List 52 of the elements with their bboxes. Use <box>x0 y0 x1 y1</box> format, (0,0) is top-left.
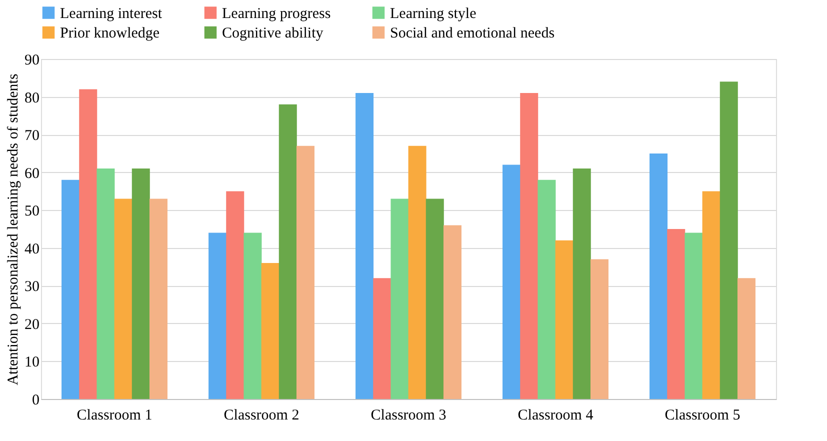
bar <box>443 225 462 399</box>
y-tick-label: 50 <box>24 204 40 220</box>
legend-label: Social and emotional needs <box>390 26 555 42</box>
bar <box>373 278 392 399</box>
legend-label: Learning interest <box>60 6 163 22</box>
y-tick-label: 10 <box>24 354 40 371</box>
y-tick-label: 60 <box>24 166 40 182</box>
y-tick-label: 70 <box>24 128 40 144</box>
bar <box>114 198 132 399</box>
bar <box>296 146 314 399</box>
bar <box>720 82 738 399</box>
bar <box>261 263 280 399</box>
x-tick-label: Classroom 5 <box>664 408 740 424</box>
bar <box>684 232 703 399</box>
bar <box>390 198 409 399</box>
bar <box>590 259 608 399</box>
y-axis-title: Attention to personalized learning needs of students <box>6 74 22 386</box>
bar <box>555 240 574 399</box>
x-tick-label: Classroom 2 <box>224 408 300 424</box>
legend-label: Cognitive ability <box>222 26 324 42</box>
bar <box>208 232 227 399</box>
bar <box>79 89 98 399</box>
y-tick-label: 20 <box>24 316 40 333</box>
bar <box>520 93 538 399</box>
bar <box>408 146 426 399</box>
bar <box>702 191 720 399</box>
bar <box>538 180 556 399</box>
legend-label: Prior knowledge <box>60 26 160 42</box>
x-tick-label: Classroom 3 <box>370 408 446 424</box>
y-tick-label: 90 <box>24 52 40 68</box>
bar <box>244 232 262 399</box>
bar <box>572 168 591 399</box>
bar <box>502 164 521 399</box>
bar <box>737 278 756 399</box>
legend-label: Learning style <box>390 6 477 22</box>
legend-label: Learning progress <box>222 6 331 22</box>
x-tick-label: Classroom 1 <box>76 408 152 424</box>
bar <box>356 93 374 399</box>
bar <box>149 198 168 399</box>
y-tick-label: 0 <box>32 392 40 408</box>
bar <box>62 180 80 399</box>
y-tick-label: 40 <box>24 241 40 258</box>
bar <box>96 168 115 399</box>
bar <box>667 229 686 399</box>
x-tick-label: Classroom 4 <box>518 408 594 424</box>
y-tick-label: 80 <box>24 90 40 106</box>
bar <box>132 168 150 399</box>
bar <box>226 191 244 399</box>
bar <box>278 104 297 399</box>
bar <box>650 153 668 399</box>
bar <box>426 198 444 399</box>
y-tick-label: 30 <box>24 279 40 296</box>
